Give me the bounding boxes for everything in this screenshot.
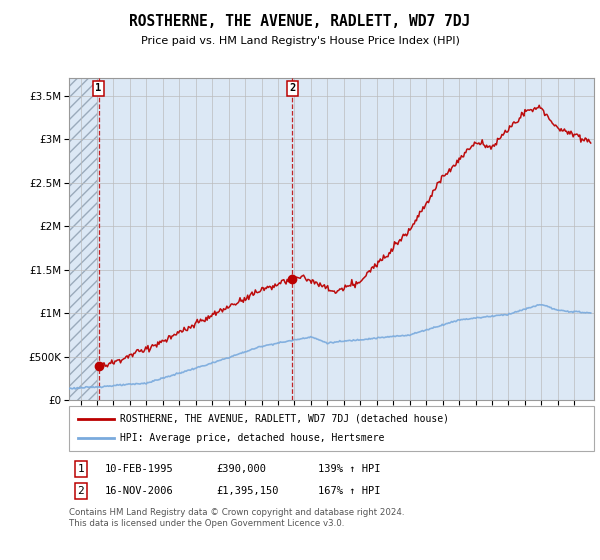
Text: ROSTHERNE, THE AVENUE, RADLETT, WD7 7DJ: ROSTHERNE, THE AVENUE, RADLETT, WD7 7DJ <box>130 14 470 29</box>
Text: 139% ↑ HPI: 139% ↑ HPI <box>318 464 380 474</box>
Bar <box>69 78 97 400</box>
Text: £1,395,150: £1,395,150 <box>216 486 278 496</box>
Text: ROSTHERNE, THE AVENUE, RADLETT, WD7 7DJ (detached house): ROSTHERNE, THE AVENUE, RADLETT, WD7 7DJ … <box>120 413 449 423</box>
Text: 16-NOV-2006: 16-NOV-2006 <box>105 486 174 496</box>
Text: 167% ↑ HPI: 167% ↑ HPI <box>318 486 380 496</box>
Text: 1: 1 <box>95 83 102 93</box>
Text: HPI: Average price, detached house, Hertsmere: HPI: Average price, detached house, Hert… <box>120 433 385 444</box>
Text: 1: 1 <box>77 464 85 474</box>
Text: 10-FEB-1995: 10-FEB-1995 <box>105 464 174 474</box>
Text: 2: 2 <box>77 486 85 496</box>
Text: 2: 2 <box>289 83 296 93</box>
Text: Price paid vs. HM Land Registry's House Price Index (HPI): Price paid vs. HM Land Registry's House … <box>140 36 460 46</box>
Text: £390,000: £390,000 <box>216 464 266 474</box>
Text: Contains HM Land Registry data © Crown copyright and database right 2024.
This d: Contains HM Land Registry data © Crown c… <box>69 508 404 528</box>
